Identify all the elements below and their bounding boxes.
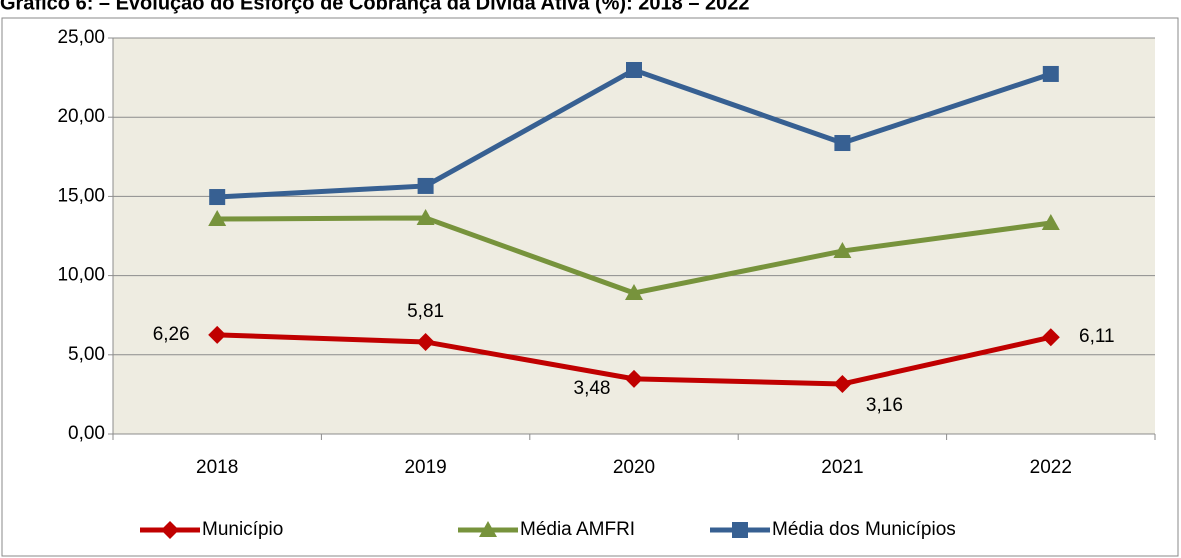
x-tick-label: 2022 xyxy=(1030,457,1072,478)
data-point xyxy=(833,242,852,259)
legend-label: Média AMFRI xyxy=(520,519,635,540)
data-label: 3,16 xyxy=(866,395,903,416)
chart-title: Gráfico 6: – Evolução do Esforço de Cobr… xyxy=(0,0,750,14)
data-point xyxy=(833,374,852,393)
legend-label: Média dos Municípios xyxy=(772,519,956,540)
data-label: 6,11 xyxy=(1079,326,1115,347)
legend-marker xyxy=(479,521,497,537)
x-tick-label: 2021 xyxy=(821,457,863,478)
data-point xyxy=(208,210,227,227)
plot-area xyxy=(113,38,1155,434)
x-tick-label: 2018 xyxy=(196,457,238,478)
legend-label: Município xyxy=(202,519,283,540)
y-tick-label: 15,00 xyxy=(57,185,105,206)
y-tick-label: 25,00 xyxy=(57,27,105,48)
data-point xyxy=(1041,214,1060,231)
legend-marker xyxy=(161,521,179,539)
y-tick-label: 5,00 xyxy=(68,344,105,365)
data-point xyxy=(208,325,227,344)
data-point xyxy=(626,61,642,78)
data-point xyxy=(209,189,226,206)
x-tick-label: 2020 xyxy=(613,457,655,478)
y-tick-label: 20,00 xyxy=(57,106,105,127)
y-tick-label: 0,00 xyxy=(68,423,105,444)
y-tick-label: 10,00 xyxy=(57,265,105,286)
data-label: 3,48 xyxy=(574,378,611,399)
data-point xyxy=(1042,65,1059,82)
legend-marker xyxy=(732,522,748,538)
data-point xyxy=(1041,328,1060,347)
x-tick-label: 2019 xyxy=(404,457,446,478)
data-point xyxy=(416,208,435,225)
data-label: 6,26 xyxy=(153,324,190,345)
data-point xyxy=(834,135,851,152)
data-point xyxy=(625,284,643,301)
data-point xyxy=(416,332,435,351)
data-point xyxy=(625,369,643,388)
data-label: 5,81 xyxy=(407,301,444,322)
data-point xyxy=(417,177,434,194)
